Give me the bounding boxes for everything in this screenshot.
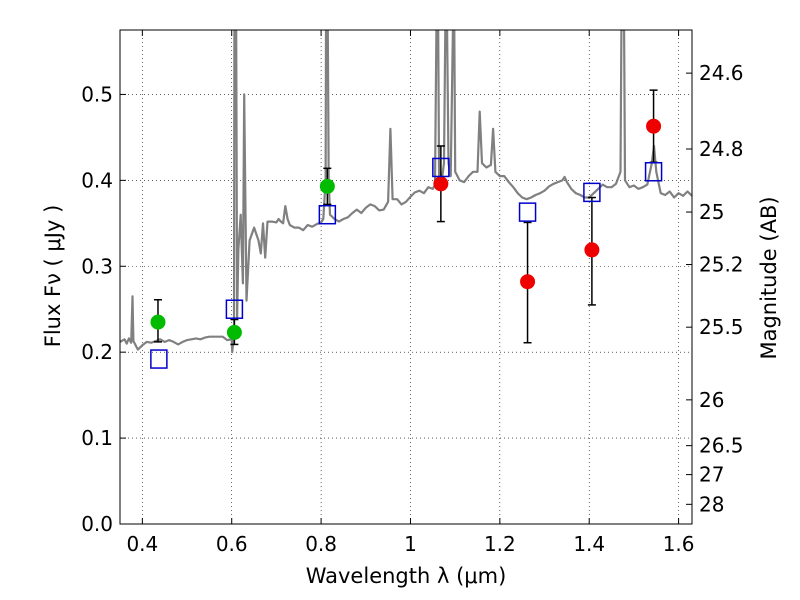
x-tick-label: 0.6 [216, 532, 248, 556]
y2-tick-label: 25 [699, 200, 724, 224]
x-tick-label: 0.4 [126, 532, 158, 556]
model-marker [518, 202, 537, 222]
data-point [319, 178, 335, 194]
y-tick-label: 0.0 [81, 512, 113, 536]
x-tick-label: 1.4 [573, 532, 605, 556]
y2-tick-label: 26.5 [699, 434, 744, 458]
data-point [584, 242, 600, 258]
model-marker [318, 204, 337, 225]
data-point [226, 324, 242, 340]
y2-tick-label: 25.2 [699, 253, 744, 277]
y2-tick-label: 27 [699, 463, 724, 487]
plot-frame [119, 29, 693, 525]
y-tick-label: 0.4 [81, 168, 113, 192]
y-tick-label: 0.5 [81, 82, 113, 106]
model-marker [583, 182, 601, 203]
spectrum-line [120, 30, 692, 354]
data-points [150, 89, 663, 369]
spectrum-series [120, 30, 692, 354]
x-tick-label: 1.2 [484, 532, 516, 556]
data-point [646, 118, 662, 134]
y2-tick-label: 24.8 [699, 137, 744, 161]
model-marker [225, 299, 244, 319]
x-tick-label: 0.8 [305, 532, 337, 556]
y2-tick-label: 26 [699, 388, 724, 412]
model-marker [150, 349, 168, 369]
y-tick-label: 0.1 [81, 426, 113, 450]
y2-tick-label: 28 [699, 492, 724, 516]
grid [120, 30, 692, 525]
x-axis-label: Wavelength λ (μm) [306, 564, 507, 588]
axis-ticks: 0.4 0.6 0.8 1 1.2 1.4 1.6 0.0 0.1 0.2 0.3 0.4 0.5 24.… [81, 30, 744, 556]
data-point [150, 314, 166, 330]
y2-axis-label: Magnitude (AB) [757, 196, 781, 359]
y2-tick-label: 24.6 [699, 61, 744, 85]
y-tick-label: 0.2 [81, 340, 113, 364]
x-tick-label: 1 [404, 532, 417, 556]
data-point [433, 176, 449, 192]
model-marker [432, 157, 450, 178]
y2-tick-label: 25.5 [699, 315, 744, 339]
x-tick-label: 1.6 [663, 532, 695, 556]
model-marker [644, 162, 663, 182]
y-tick-label: 0.3 [81, 254, 113, 278]
data-point [520, 274, 536, 290]
y-axis-label: Flux Fν ( μJy ) [41, 205, 65, 348]
